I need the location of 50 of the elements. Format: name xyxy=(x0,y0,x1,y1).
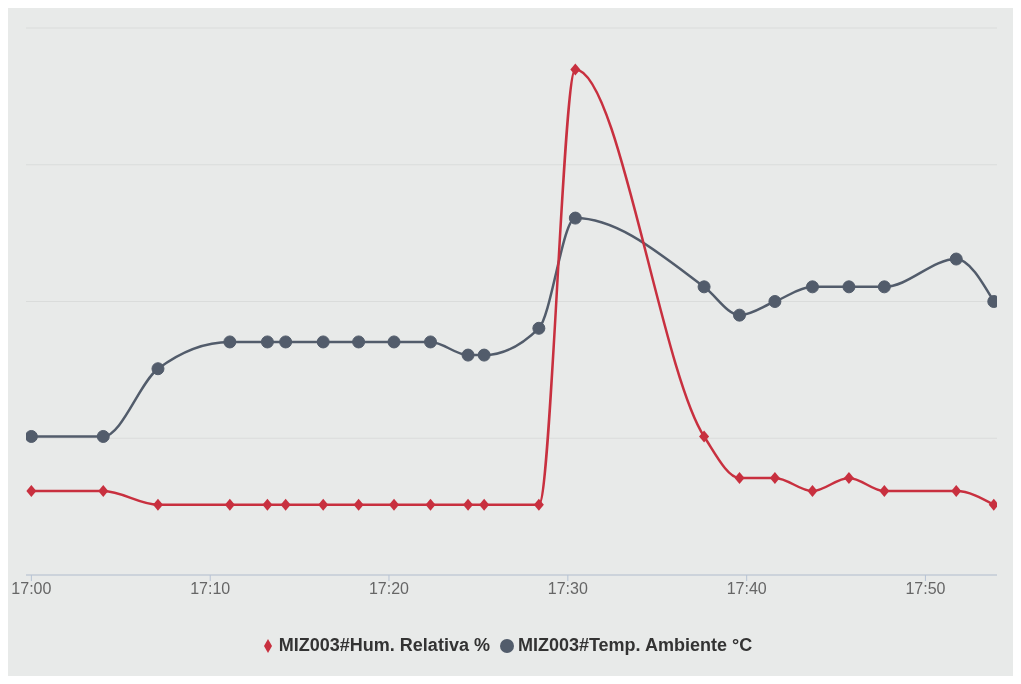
point xyxy=(733,308,746,322)
point xyxy=(26,485,37,498)
point xyxy=(951,485,962,498)
point xyxy=(877,280,891,294)
point xyxy=(353,498,364,511)
point xyxy=(260,335,274,349)
x-tick-label: 17:40 xyxy=(726,580,767,598)
point xyxy=(843,471,854,484)
x-tick-label: 17:20 xyxy=(368,580,410,598)
point xyxy=(949,252,963,266)
point xyxy=(532,321,546,335)
point xyxy=(697,280,711,294)
point xyxy=(96,429,110,443)
x-tick-label: 17:30 xyxy=(547,580,588,598)
x-tick-label: 17:00 xyxy=(11,580,52,598)
point xyxy=(570,63,581,76)
point xyxy=(769,471,780,484)
point xyxy=(280,498,291,511)
point xyxy=(352,335,366,349)
point xyxy=(805,280,819,294)
point xyxy=(223,335,237,349)
point xyxy=(479,498,490,511)
point xyxy=(568,211,582,225)
point xyxy=(26,429,38,443)
point xyxy=(98,485,109,498)
point xyxy=(463,498,474,511)
legend-label: MIZ003#Temp. Ambiente °C xyxy=(517,635,753,655)
x-tick-label: 17:10 xyxy=(190,580,231,598)
x-tick-label: 17:50 xyxy=(905,580,946,598)
point xyxy=(316,335,330,349)
point xyxy=(461,348,475,362)
point xyxy=(224,498,235,511)
point xyxy=(262,498,273,511)
point xyxy=(768,295,782,308)
point xyxy=(807,485,818,498)
point xyxy=(533,498,544,511)
point xyxy=(389,498,400,511)
point xyxy=(279,335,293,349)
point xyxy=(699,430,710,443)
point xyxy=(842,280,856,294)
point xyxy=(387,335,401,349)
point xyxy=(318,498,329,511)
point xyxy=(425,498,436,511)
point xyxy=(152,498,163,511)
point xyxy=(477,348,491,362)
legend-label: MIZ003#Hum. Relativa % xyxy=(278,635,490,655)
point xyxy=(879,485,890,498)
point xyxy=(151,362,165,376)
point xyxy=(423,335,437,349)
point xyxy=(734,471,745,484)
